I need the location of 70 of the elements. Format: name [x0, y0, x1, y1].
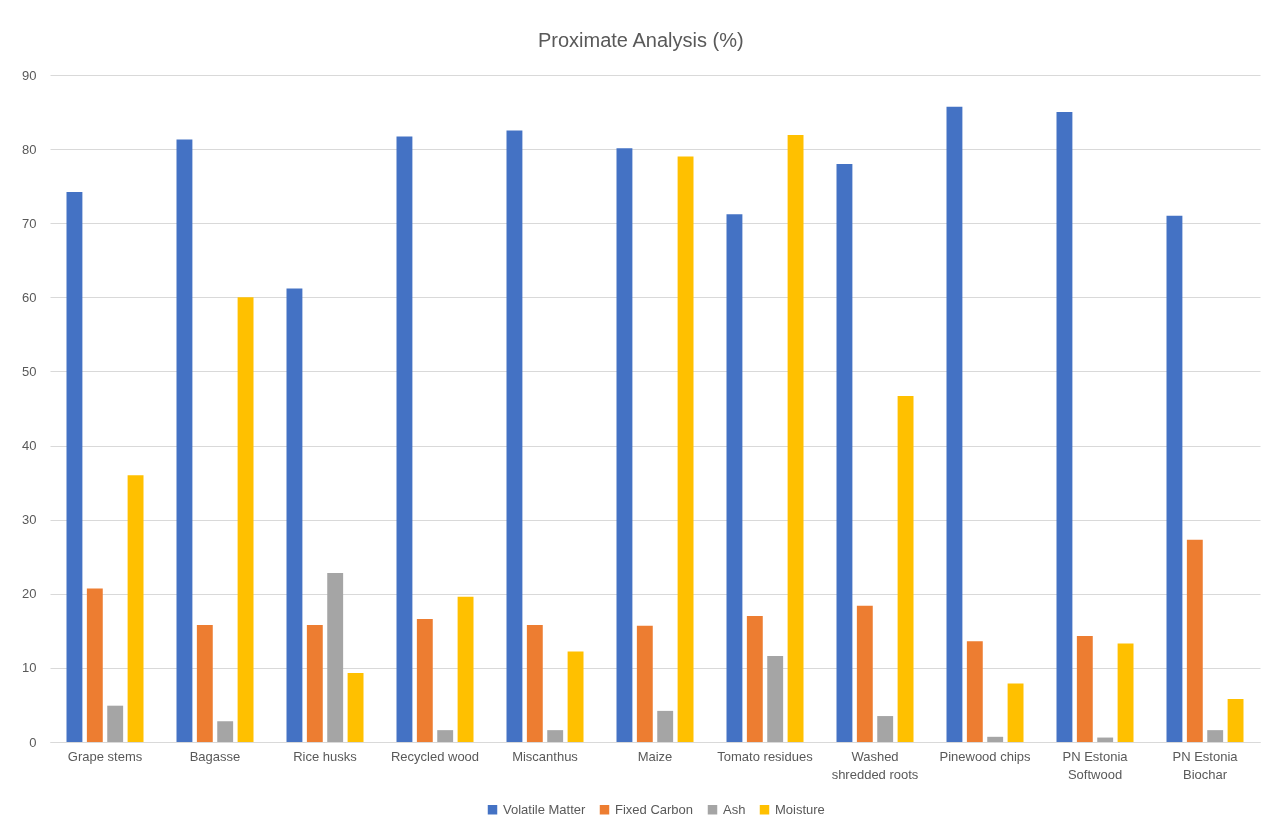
bar	[327, 573, 344, 742]
bar	[897, 395, 914, 742]
bar	[1207, 730, 1224, 742]
bar	[437, 730, 454, 742]
bar	[726, 214, 743, 742]
bar	[966, 641, 983, 742]
bar	[946, 106, 963, 742]
y-tick-label: 80	[22, 141, 37, 157]
bar	[86, 588, 103, 742]
bar	[127, 475, 144, 742]
bar	[237, 297, 254, 742]
y-tick-label: 70	[22, 215, 37, 231]
legend-label: Ash	[723, 801, 746, 817]
bar	[616, 148, 633, 742]
bar	[1227, 699, 1244, 742]
bar	[877, 716, 894, 742]
bar	[836, 163, 853, 742]
bar	[1166, 215, 1183, 742]
bar	[657, 710, 674, 742]
bar	[856, 605, 873, 742]
bar	[217, 721, 234, 742]
bar	[787, 135, 804, 742]
y-tick-label: 0	[29, 734, 37, 750]
bar	[306, 624, 323, 742]
bar	[506, 130, 523, 742]
bar	[286, 288, 303, 742]
x-tick-label: Pinewood chips	[939, 748, 1032, 764]
x-tick-label: PN Estonia Biochar	[1172, 748, 1239, 782]
legend-label: Moisture	[775, 801, 825, 817]
x-tick-label: Washed shredded roots	[831, 748, 919, 782]
y-tick-label: 90	[22, 67, 37, 83]
bar	[767, 656, 784, 742]
x-tick-label: Tomato residues	[717, 748, 814, 764]
x-tick-label: Bagasse	[189, 748, 241, 764]
x-tick-label: Rice husks	[293, 748, 358, 764]
bar	[677, 156, 694, 742]
bar	[1186, 539, 1203, 742]
bar	[746, 616, 763, 742]
bar	[1097, 737, 1114, 742]
legend-label: Fixed Carbon	[615, 801, 694, 817]
y-tick-label: 40	[22, 438, 37, 454]
y-tick-label: 10	[22, 660, 37, 676]
bar	[107, 705, 124, 742]
y-tick-label: 30	[22, 512, 37, 528]
bar	[547, 730, 564, 742]
bar	[66, 192, 83, 742]
x-tick-label: Miscanthus	[512, 748, 579, 764]
x-tick-label: Maize	[637, 748, 673, 764]
y-tick-label: 20	[22, 586, 37, 602]
bar	[526, 624, 543, 742]
bar	[1076, 636, 1093, 742]
x-tick-label: Recycled wood	[390, 748, 480, 764]
x-tick-label: PN Estonia Softwood	[1062, 748, 1129, 782]
bar	[176, 139, 193, 742]
bar	[347, 673, 364, 742]
bar	[416, 618, 433, 742]
bar	[636, 625, 653, 742]
x-tick-label: Grape stems	[67, 748, 143, 764]
bar	[1117, 643, 1134, 742]
bar	[987, 736, 1004, 742]
bar	[1056, 112, 1073, 742]
chart-title: Proximate Analysis (%)	[537, 29, 744, 51]
bar	[196, 624, 213, 742]
bar	[567, 651, 584, 742]
bar	[457, 596, 474, 742]
bar	[1007, 683, 1024, 742]
y-tick-label: 60	[22, 289, 37, 305]
bar	[396, 136, 413, 742]
y-tick-label: 50	[22, 363, 37, 379]
legend-label: Volatile Matter	[503, 801, 587, 817]
